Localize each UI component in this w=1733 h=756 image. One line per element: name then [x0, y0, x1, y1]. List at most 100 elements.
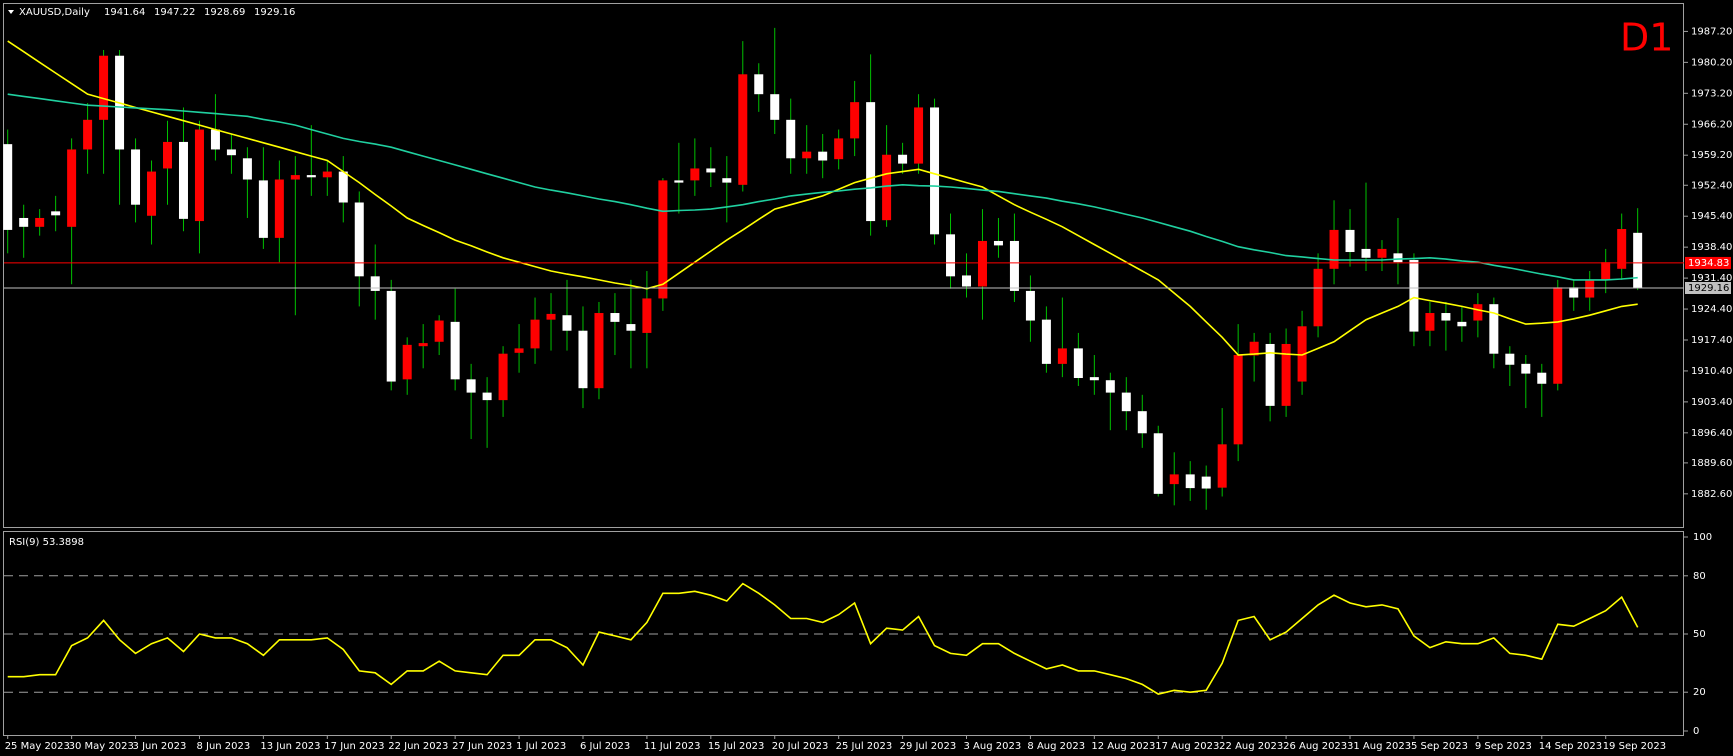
y-tick-label: 1924.40	[1691, 304, 1732, 315]
candle-body	[194, 129, 204, 222]
candle-body	[1169, 474, 1179, 485]
candle-body	[674, 180, 684, 183]
x-tick-label: 8 Jun 2023	[196, 741, 250, 752]
rsi-line	[7, 582, 1639, 695]
candle-body	[51, 211, 61, 216]
candle-body	[914, 107, 924, 164]
x-tick-label: 31 Aug 2023	[1347, 741, 1411, 752]
candle-body	[626, 324, 636, 331]
candle-body	[722, 178, 732, 183]
candle-body	[1425, 313, 1435, 331]
moving-average	[7, 93, 1638, 281]
candle-body	[1537, 372, 1547, 384]
x-tick-label: 13 Jun 2023	[260, 741, 320, 752]
candle-body	[163, 141, 172, 169]
x-tick-label: 19 Sep 2023	[1603, 741, 1666, 752]
y-tick-label: 1945.40	[1691, 211, 1732, 222]
candle-body	[690, 168, 700, 181]
candle-body	[898, 154, 908, 164]
candle-body	[338, 171, 348, 203]
candle-body	[834, 138, 844, 160]
symbol-title: XAUUSD,Daily	[19, 7, 90, 18]
candle-body	[1489, 304, 1499, 354]
candle-body	[1153, 433, 1163, 494]
candle-body	[1601, 262, 1611, 280]
candle-body	[1345, 229, 1355, 253]
candle-body	[322, 171, 332, 178]
candle-body	[977, 240, 987, 287]
candle-body	[258, 180, 268, 238]
x-tick-label: 22 Aug 2023	[1219, 741, 1283, 752]
candle-body	[1281, 343, 1291, 406]
header-high: 1947.22	[154, 7, 195, 18]
candle-body	[1105, 380, 1115, 393]
x-tick-label: 20 Jul 2023	[772, 741, 829, 752]
y-tick-label: 1931.40	[1691, 273, 1732, 284]
candle-body	[99, 55, 109, 120]
price-tag-label: 1934.83	[1688, 258, 1729, 269]
menu-arrow[interactable]	[8, 10, 14, 14]
candle-body	[1457, 321, 1467, 327]
candle-body	[306, 175, 316, 178]
x-tick-label: 17 Aug 2023	[1155, 741, 1219, 752]
x-tick-label: 25 Jul 2023	[836, 741, 893, 752]
candle-body	[754, 74, 764, 95]
y-tick-label: 1966.20	[1691, 119, 1732, 130]
candle-body	[131, 149, 141, 205]
candle-body	[434, 320, 444, 342]
candle-body	[67, 149, 77, 227]
candle-body	[498, 353, 508, 401]
candle-body	[946, 234, 956, 277]
candle-body	[706, 168, 716, 173]
candle-body	[1569, 287, 1579, 298]
candle-body	[1473, 304, 1483, 321]
candle-body	[1297, 326, 1307, 382]
x-tick-label: 5 Sep 2023	[1411, 741, 1468, 752]
x-tick-label: 15 Jul 2023	[708, 741, 765, 752]
candle-body	[866, 102, 876, 222]
candle-body	[274, 179, 284, 238]
candle-body	[1313, 268, 1323, 327]
candle-body	[1073, 348, 1083, 379]
candle-body	[386, 290, 396, 382]
x-tick-label: 25 May 2023	[5, 741, 70, 752]
timeframe-label: D1	[1620, 16, 1673, 60]
candle-body	[1249, 341, 1259, 356]
candle-body	[578, 330, 588, 389]
x-tick-label: 30 May 2023	[69, 741, 134, 752]
candle-body	[1617, 229, 1627, 269]
candle-body	[770, 94, 780, 120]
y-tick-label: 50	[1693, 629, 1706, 640]
candle-body	[993, 240, 1003, 246]
candle-body	[450, 321, 460, 380]
candle-body	[1121, 392, 1131, 412]
y-tick-label: 1973.20	[1691, 88, 1732, 99]
candle-body	[1585, 279, 1595, 298]
candle-body	[1025, 290, 1035, 321]
candle-body	[1265, 343, 1275, 406]
candle-body	[802, 151, 812, 159]
candle-body	[1089, 377, 1099, 381]
candle-body	[83, 119, 93, 150]
candle-body	[962, 275, 971, 287]
x-tick-label: 22 Jun 2023	[388, 741, 448, 752]
main-pane	[3, 3, 1684, 528]
candle-body	[818, 151, 828, 161]
header-close: 1929.16	[254, 7, 295, 18]
candle-body	[1233, 355, 1243, 445]
x-tick-label: 11 Jul 2023	[644, 741, 701, 752]
candle-body	[562, 315, 572, 331]
candle-body	[514, 348, 524, 353]
header-low: 1928.69	[204, 7, 245, 18]
candle-body	[354, 202, 364, 277]
candle-body	[147, 171, 157, 216]
candle-body	[402, 344, 412, 380]
y-tick-label: 1952.40	[1691, 180, 1732, 191]
y-tick-label: 100	[1693, 532, 1712, 543]
candle-body	[1441, 313, 1451, 321]
candle-body	[1377, 248, 1387, 258]
candle-body	[3, 144, 13, 230]
candle-body	[418, 343, 428, 347]
candle-body	[738, 74, 748, 185]
